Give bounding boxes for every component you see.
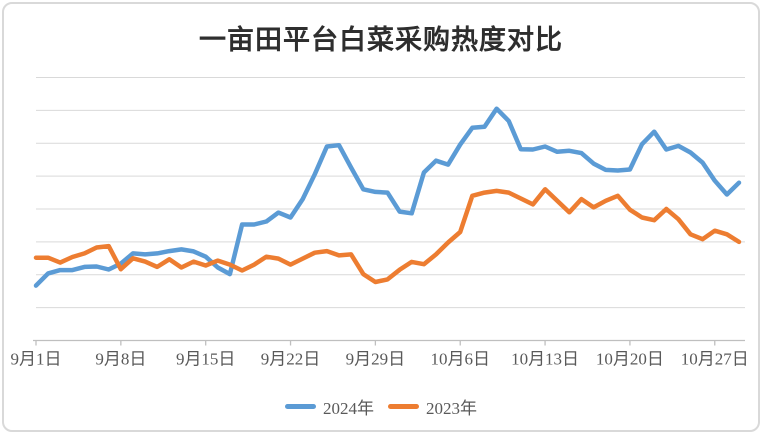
legend-line-swatch-2024: [285, 404, 316, 409]
plot-area: 9月1日 9月8日 9月15日 9月22日 9月29日 10月6日 10月13日 10月20日…: [11, 77, 749, 369]
chart-title: 一亩田平台白菜采购热度对比: [199, 25, 563, 55]
legend: 2024年 2023年: [4, 394, 758, 419]
legend-item-2023: 2023年: [388, 394, 477, 419]
x-axis-label: 10月6日: [430, 350, 490, 369]
x-axis-label: 10月20日: [596, 350, 664, 369]
legend-label-2024: 2024年: [323, 399, 374, 418]
legend-label-2023: 2023年: [426, 399, 477, 418]
series-line-2024年: [33, 106, 742, 288]
legend-item-2024: 2024年: [285, 394, 374, 419]
x-axis-label: 10月27日: [681, 350, 749, 369]
x-axis-label: 9月29日: [346, 350, 406, 369]
x-axis-label: 9月22日: [261, 350, 321, 369]
x-axis-label: 9月8日: [95, 350, 146, 369]
x-axis-label: 9月1日: [11, 350, 62, 369]
x-axis-label: 9月15日: [176, 350, 236, 369]
legend-line-swatch-2023: [388, 404, 419, 409]
x-axis-label: 10月13日: [511, 350, 579, 369]
series-line-2023年: [33, 187, 742, 285]
